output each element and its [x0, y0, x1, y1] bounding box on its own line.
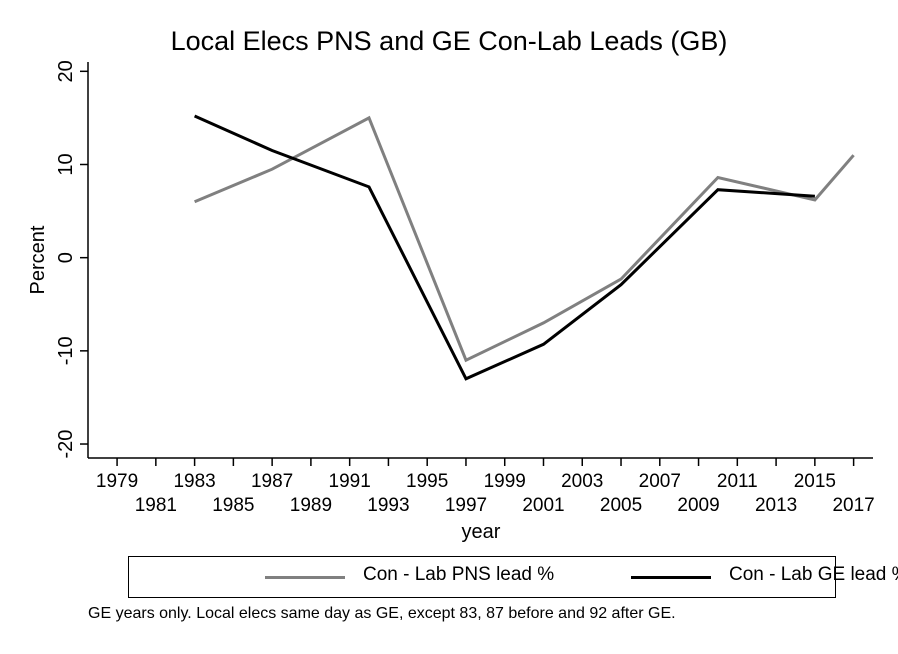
- chart-title: Local Elecs PNS and GE Con-Lab Leads (GB…: [170, 26, 728, 56]
- x-tick-label: 1979: [96, 471, 138, 492]
- x-tick-label: 1985: [212, 495, 254, 516]
- series-line-pns: [194, 115, 855, 363]
- legend-line-pns: [265, 576, 345, 579]
- chart-note: GE years only. Local elecs same day as G…: [88, 605, 676, 622]
- x-tick-label: 1991: [329, 471, 371, 492]
- y-tick-label: 20: [55, 60, 77, 82]
- y-tick-label: 10: [55, 153, 77, 175]
- x-tick-label: 1987: [251, 471, 293, 492]
- x-tick-label: 1981: [135, 495, 177, 516]
- x-tick-label: 2017: [832, 495, 874, 516]
- y-tick-label: -20: [55, 430, 77, 459]
- x-tick-label: 2003: [561, 471, 603, 492]
- legend-label-ge: Con - Lab GE lead %: [729, 564, 898, 585]
- y-tick-label: -10: [55, 336, 77, 365]
- x-tick-label: 2005: [600, 495, 642, 516]
- x-tick-label: 2009: [677, 495, 719, 516]
- x-tick-label: 2007: [639, 471, 681, 492]
- x-tick-label: 1989: [290, 495, 332, 516]
- legend-line-ge: [631, 576, 711, 579]
- x-tick-label: 1997: [445, 495, 487, 516]
- series-lines: [193, 114, 855, 381]
- series-line-ge: [193, 114, 816, 381]
- legend-label-pns: Con - Lab PNS lead %: [363, 564, 555, 585]
- y-axis-label: Percent: [27, 225, 49, 294]
- x-tick-label: 2001: [522, 495, 564, 516]
- legend: Con - Lab PNS lead % Con - Lab GE lead %: [128, 556, 898, 598]
- x-tick-label: 1999: [484, 471, 526, 492]
- axes: -20 -10 0 10 20 1979 1983 1987 1991 1995 1999 2003 2…: [55, 60, 875, 516]
- y-tick-label: 0: [55, 252, 77, 263]
- x-tick-label: 2011: [717, 471, 758, 492]
- x-tick-label: 2015: [794, 471, 836, 492]
- x-axis-label: year: [462, 521, 501, 543]
- x-tick-label: 2013: [755, 495, 797, 516]
- x-tick-label: 1993: [367, 495, 409, 516]
- x-tick-label: 1995: [406, 471, 448, 492]
- x-tick-label: 1983: [173, 471, 215, 492]
